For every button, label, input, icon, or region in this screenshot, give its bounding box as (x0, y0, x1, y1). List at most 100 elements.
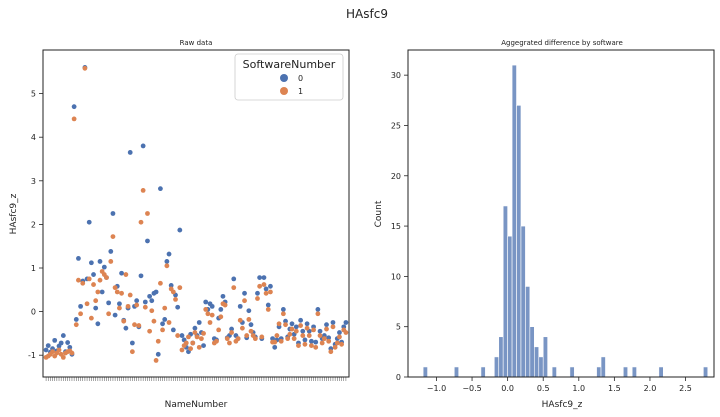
raw-data-point-software-0 (272, 344, 278, 350)
raw-data-point-software-1 (104, 275, 109, 280)
histogram-bar (622, 366, 629, 378)
raw-data-point-software-1 (117, 305, 122, 311)
figure-title: HAsfc9 (346, 7, 388, 21)
raw-data-point-software-0 (129, 340, 135, 346)
raw-data-point-software-1 (263, 290, 269, 296)
histogram-y-tick-label: 15 (391, 222, 401, 231)
raw-data-point-software-1 (255, 296, 260, 301)
raw-data-point-software-1 (259, 334, 265, 340)
raw-data-point-software-0 (140, 143, 146, 149)
raw-data-point-software-0 (147, 293, 153, 299)
histogram-x-tick-label: 0.5 (537, 384, 550, 393)
raw-data-point-software-1 (112, 285, 118, 291)
raw-data-point-software-0 (99, 289, 105, 295)
histogram-bar (534, 346, 540, 378)
raw-data-point-software-0 (138, 273, 144, 279)
histogram-x-tick-label: 0.0 (501, 384, 514, 393)
raw-data-point-software-1 (302, 341, 308, 347)
histogram-y-tick-label: 10 (391, 272, 401, 281)
raw-data-point-software-0 (43, 347, 49, 353)
raw-data-point-software-0 (263, 286, 269, 292)
raw-data-point-software-0 (76, 256, 81, 261)
histogram-title: Aggegrated difference by software (501, 39, 623, 47)
histogram-bar (493, 356, 500, 378)
raw-data-point-software-1 (164, 263, 170, 269)
raw-data-point-software-1 (339, 341, 345, 347)
histogram-bar (569, 366, 575, 378)
raw-data-point-software-1 (209, 312, 215, 318)
raw-data-point-software-0 (280, 307, 286, 312)
raw-data-y-tick-label: 0 (31, 308, 36, 317)
raw-data-point-software-0 (324, 322, 329, 328)
raw-data-point-software-1 (216, 327, 222, 333)
raw-data-point-software-1 (222, 302, 228, 308)
raw-data-point-software-1 (145, 211, 150, 216)
raw-data-point-software-1 (280, 311, 286, 317)
raw-data-point-software-0 (52, 337, 58, 343)
raw-data-point-software-0 (317, 328, 323, 334)
raw-data-point-software-1 (97, 277, 103, 283)
histogram-bar (658, 366, 664, 378)
raw-data-point-software-0 (78, 303, 83, 309)
raw-data-point-software-0 (293, 324, 299, 330)
raw-data-point-software-1 (231, 285, 237, 291)
raw-data-point-software-1 (188, 346, 194, 352)
histogram-bar (529, 326, 535, 378)
raw-data-point-software-0 (231, 276, 237, 282)
raw-data-point-software-0 (60, 333, 66, 338)
raw-data-point-software-0 (255, 290, 260, 296)
raw-data-point-software-0 (101, 264, 107, 270)
raw-data-point-software-1 (293, 328, 299, 334)
raw-data-point-software-0 (95, 321, 101, 327)
legend: SoftwareNumber 0 1 (234, 53, 344, 101)
raw-data-point-software-0 (309, 338, 314, 344)
raw-data-point-software-1 (127, 292, 133, 298)
raw-data-point-software-1 (321, 336, 327, 342)
raw-data-y-tick-label: 5 (31, 90, 36, 99)
histogram-bar (525, 286, 531, 378)
histogram-x-tick-label: −0.5 (462, 384, 481, 393)
raw-data-point-software-0 (257, 275, 263, 280)
raw-data-point-software-1 (261, 282, 267, 287)
raw-data-point-software-1 (86, 276, 92, 282)
histogram-bar (480, 366, 486, 378)
raw-data-point-software-0 (218, 307, 224, 312)
raw-data-point-software-0 (158, 186, 163, 192)
histogram-x-tick-label: 2.5 (679, 384, 692, 393)
raw-data-point-software-0 (91, 272, 96, 277)
raw-data-point-software-0 (162, 317, 168, 322)
raw-data-point-software-1 (274, 333, 280, 338)
raw-data-point-software-1 (173, 296, 178, 302)
raw-data-point-software-0 (242, 290, 247, 296)
raw-data-point-software-0 (196, 320, 202, 325)
raw-data-point-software-1 (80, 280, 86, 286)
raw-data-point-software-0 (177, 227, 183, 233)
raw-data-point-software-1 (317, 333, 323, 338)
raw-data-point-software-0 (175, 304, 181, 310)
raw-data-point-software-1 (296, 343, 301, 349)
raw-data-point-software-1 (229, 330, 234, 335)
raw-data-point-software-1 (227, 340, 232, 346)
aggregated-difference-panel: Aggegrated difference by software HAsfc9… (374, 39, 715, 410)
raw-data-point-software-1 (140, 187, 146, 193)
raw-data-y-tick-label: 2 (31, 220, 36, 229)
raw-data-point-software-1 (201, 331, 206, 336)
raw-data-point-software-0 (337, 330, 342, 335)
raw-data-point-software-1 (304, 325, 310, 331)
raw-data-point-software-1 (272, 339, 278, 345)
raw-data-point-software-1 (291, 336, 297, 342)
raw-data-point-software-1 (56, 347, 62, 353)
raw-data-title: Raw data (180, 39, 213, 47)
raw-data-points (43, 65, 349, 363)
raw-data-point-software-0 (261, 275, 267, 280)
histogram-x-tick-label: 2.0 (644, 384, 657, 393)
raw-data-point-software-0 (265, 302, 271, 308)
raw-data-point-software-1 (91, 282, 96, 287)
raw-data-point-software-0 (270, 336, 275, 342)
raw-data-point-software-1 (242, 298, 247, 304)
histogram-bar (520, 225, 526, 378)
raw-data-point-software-1 (239, 325, 245, 331)
raw-data-point-software-0 (134, 298, 140, 304)
raw-data-point-software-1 (71, 116, 77, 122)
raw-data-point-software-1 (95, 289, 101, 295)
